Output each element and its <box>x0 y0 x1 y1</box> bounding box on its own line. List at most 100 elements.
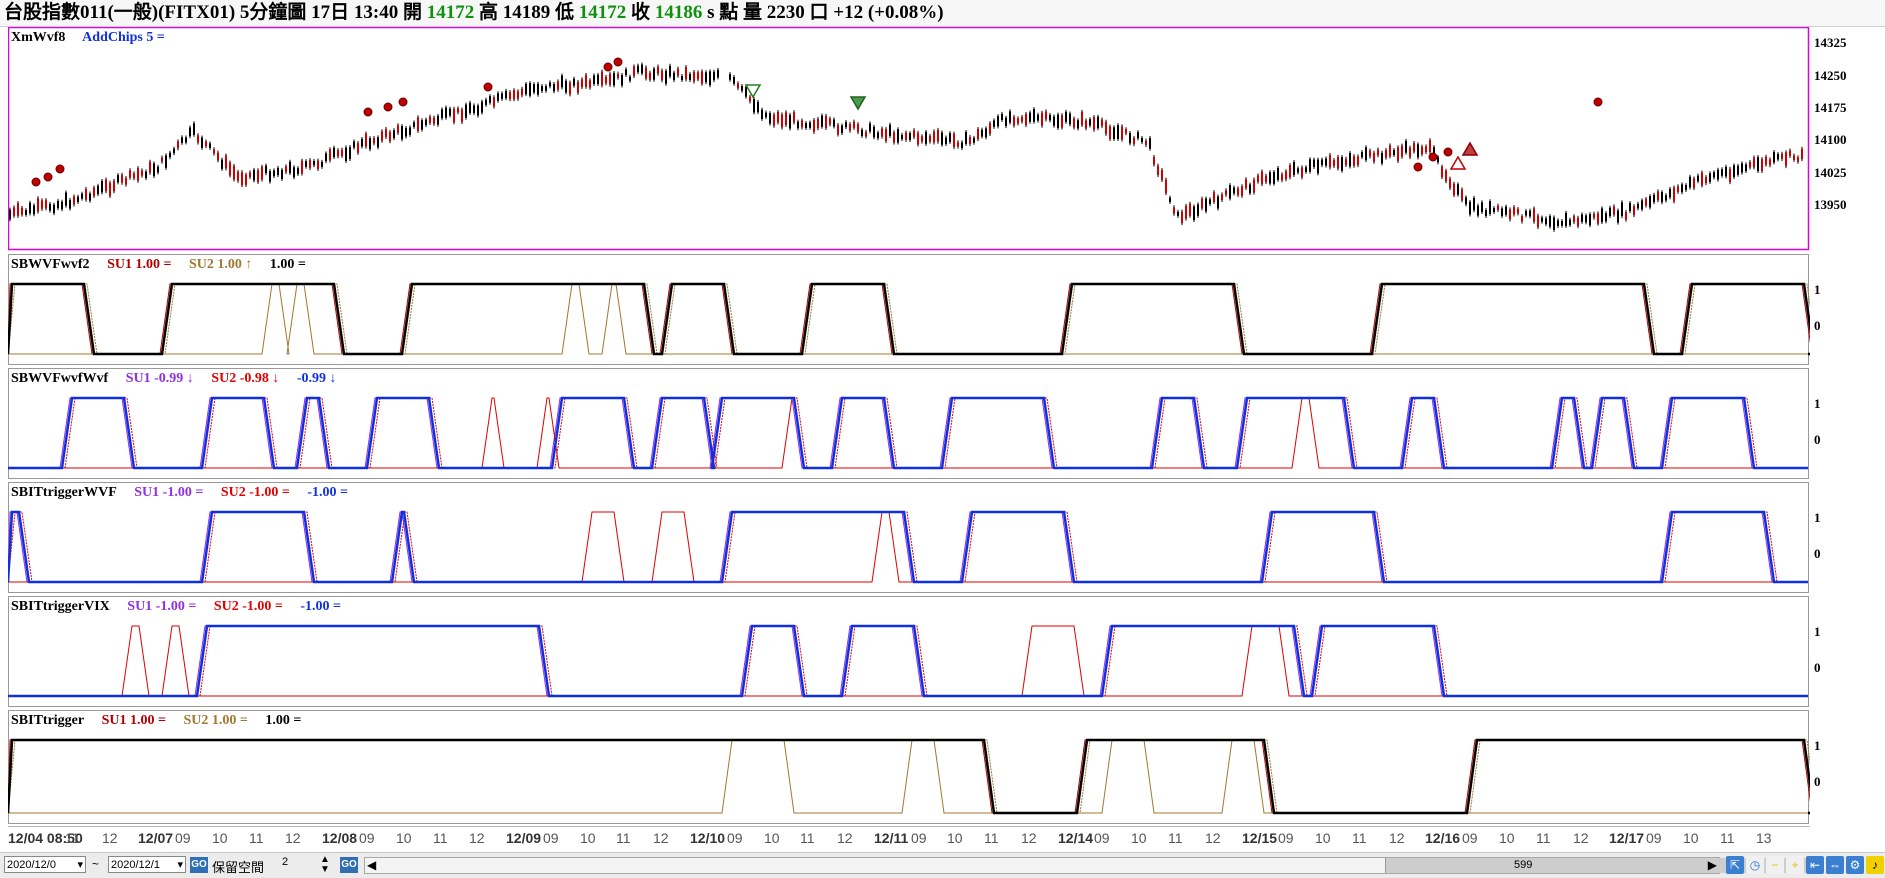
indicator-panel-triggervix[interactable]: SBITtriggerVIX SU1 -1.00 = SU2 -1.00 = -… <box>8 596 1810 708</box>
main-series-line <box>8 510 1808 584</box>
candle-body <box>1573 216 1575 223</box>
indicator-name: SBITtrigger <box>11 713 85 728</box>
candle-body <box>1165 179 1167 194</box>
candle-body <box>1549 216 1551 227</box>
su2-value: SU2 -1.00 = <box>213 599 283 614</box>
candle-body <box>533 84 535 93</box>
scroll-left-icon[interactable]: ◀ <box>367 858 377 872</box>
candle-body <box>573 78 575 86</box>
scroll-thumb[interactable]: 599 <box>1385 858 1822 873</box>
candle-body <box>893 132 895 143</box>
candle-body <box>209 143 211 149</box>
su2-series-line <box>8 397 1808 469</box>
candle-body <box>153 163 155 177</box>
chevron-down-icon[interactable]: ▾ <box>177 859 183 871</box>
horizontal-scrollbar[interactable]: ◀ 599 ▶ <box>364 857 1822 874</box>
reserve-space-value[interactable]: 2 <box>282 856 289 868</box>
candle-body <box>1725 166 1727 177</box>
candle-body <box>857 124 859 133</box>
candle-body <box>665 70 667 84</box>
period: 5分鐘圖 <box>239 2 307 23</box>
time-axis-label: 11 <box>1536 830 1551 846</box>
su2-series-line <box>8 625 1808 697</box>
indicator-chart <box>8 254 1810 365</box>
candle-body <box>521 88 523 96</box>
candle-body <box>617 73 619 78</box>
candle-body <box>897 129 899 143</box>
date-to-select[interactable]: 2020/12/1 ▾ <box>108 856 186 873</box>
go-button-2[interactable]: GO <box>340 857 358 873</box>
candle-body <box>473 105 475 114</box>
candle-body <box>1485 210 1487 216</box>
fit-icon[interactable]: ⇔ <box>1826 856 1844 874</box>
signal-dot <box>603 62 613 72</box>
date-from-select[interactable]: 2020/12/0 ▾ <box>4 856 86 873</box>
expand-icon[interactable]: ⇤ <box>1806 856 1824 874</box>
candle-body <box>481 101 483 113</box>
indicator-panel-wvfwvf[interactable]: SBWVFwvfWvf SU1 -0.99 ↓ SU2 -0.98 ↓ -0.9… <box>8 368 1810 480</box>
candle-body <box>505 90 507 99</box>
zoom-out-icon[interactable]: − <box>1766 856 1784 874</box>
chevron-down-icon[interactable]: ▾ <box>77 859 83 871</box>
alert-bell-icon[interactable]: ♪ <box>1866 856 1884 874</box>
clock-icon[interactable]: ◷ <box>1746 856 1764 874</box>
candle-body <box>1545 218 1547 225</box>
candle-body <box>137 168 139 181</box>
candle-body <box>445 107 447 118</box>
candle-body <box>413 122 415 127</box>
candle-body <box>769 113 771 124</box>
candle-body <box>1389 145 1391 157</box>
candle-body <box>1225 190 1227 195</box>
scroll-position: 599 <box>1514 859 1533 871</box>
indicator-panel-trigger[interactable]: SBITtrigger SU1 1.00 = SU2 1.00 = 1.00 = <box>8 710 1810 825</box>
candle-body <box>253 169 255 181</box>
indicator-panel-triggerwvf[interactable]: SBITtriggerWVF SU1 -1.00 = SU2 -1.00 = -… <box>8 482 1810 594</box>
arrow-icon[interactable]: ⇱ <box>1726 856 1744 874</box>
unit-label: s 點 <box>707 2 739 23</box>
candle-body <box>61 201 63 210</box>
time-axis-label: 11 <box>984 830 999 846</box>
candle-body <box>161 157 163 162</box>
candle-body <box>873 126 875 138</box>
candle-body <box>1005 117 1007 127</box>
price-tick: 14325 <box>1814 35 1847 50</box>
candle-body <box>901 134 903 140</box>
candle-body <box>597 74 599 85</box>
zoom-in-icon[interactable]: + <box>1786 856 1804 874</box>
candle-body <box>1701 172 1703 186</box>
main-value: 1.00 = <box>265 713 302 728</box>
candle-body <box>1097 116 1099 129</box>
candle-body <box>633 66 635 76</box>
candle-body <box>1593 213 1595 218</box>
candle-body <box>649 72 651 80</box>
candle-body <box>1381 152 1383 164</box>
time-axis-label: 09 <box>1646 830 1662 846</box>
candle-body <box>49 203 51 211</box>
indicator-panel-wvf2[interactable]: SBWVFwvf2 SU1 1.00 = SU2 1.00 ↑ 1.00 = <box>8 254 1810 366</box>
candle-body <box>1757 157 1759 172</box>
candle-body <box>881 128 883 137</box>
candle-body <box>909 133 911 141</box>
go-button[interactable]: GO <box>190 857 208 873</box>
candle-body <box>1137 132 1139 139</box>
candle-body <box>1045 111 1047 120</box>
candle-body <box>1749 162 1751 168</box>
candle-body <box>641 64 643 74</box>
price-panel[interactable]: XmWvf8 AddChips 5 = <box>8 27 1810 252</box>
candle-body <box>405 128 407 137</box>
time-axis-label: 11 <box>1352 830 1367 846</box>
candle-body <box>905 132 907 140</box>
candle-body <box>509 92 511 100</box>
candle-body <box>1017 118 1019 124</box>
candle-body <box>477 105 479 116</box>
scroll-right-icon[interactable]: ▶ <box>1707 858 1717 872</box>
candle-body <box>449 108 451 116</box>
volume-value: 2230 <box>766 2 805 23</box>
axis-tick: 0 <box>1814 660 1821 675</box>
candle-body <box>885 129 887 142</box>
candle-body <box>389 131 391 142</box>
candle-body <box>553 84 555 92</box>
settings-icon[interactable]: ⚙ <box>1846 856 1864 874</box>
su2-series-line <box>8 283 1810 355</box>
spinner-icon[interactable]: ▲ ▼ <box>320 854 330 875</box>
